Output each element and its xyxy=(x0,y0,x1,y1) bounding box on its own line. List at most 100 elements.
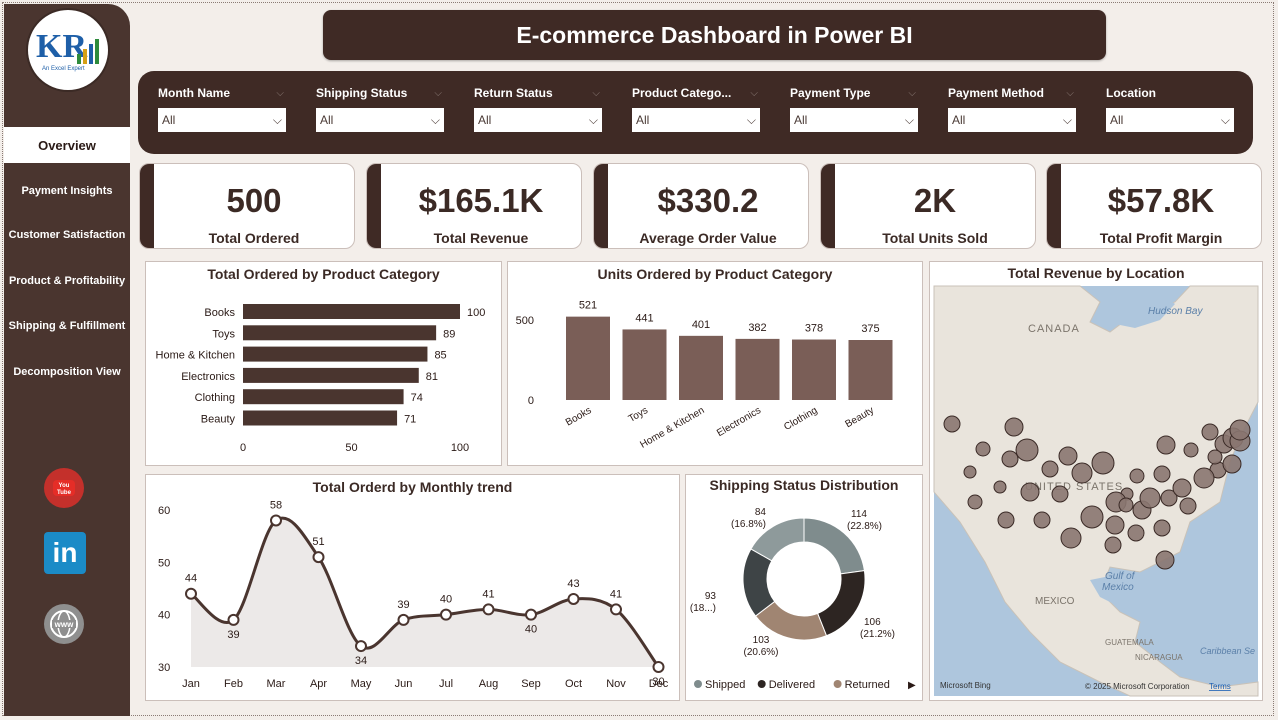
bar[interactable] xyxy=(622,329,667,400)
location-bubble[interactable] xyxy=(1222,454,1242,474)
map-visual[interactable]: Hudson Bay CANADA UNITED STATES Gulf of … xyxy=(930,262,1262,700)
location-bubble[interactable] xyxy=(1058,446,1078,466)
panel-revenue-by-location[interactable]: Total Revenue by Location Hudson Bay CAN… xyxy=(929,261,1263,701)
slice-value: 114 xyxy=(851,509,867,520)
bar[interactable] xyxy=(243,304,460,319)
bar[interactable] xyxy=(243,389,404,405)
bar[interactable] xyxy=(566,316,610,400)
line-point[interactable] xyxy=(397,613,410,626)
location-bubble[interactable] xyxy=(975,441,991,457)
location-bubble[interactable] xyxy=(1001,450,1019,468)
panel-units-by-category[interactable]: Units Ordered by Product Category 0 500 52… xyxy=(507,261,923,466)
location-bubble[interactable] xyxy=(1207,449,1223,465)
legend-next-button[interactable]: ▶ xyxy=(908,680,916,691)
donut-slice[interactable] xyxy=(816,570,866,637)
nav-product-profitability[interactable]: Product & Profitability xyxy=(8,275,126,287)
line-point[interactable] xyxy=(567,592,580,605)
location-dropdown[interactable]: All ⌵ xyxy=(1106,108,1234,132)
chevron-down-icon[interactable]: ⌵ xyxy=(276,88,284,99)
location-bubble[interactable] xyxy=(1020,482,1040,502)
line-point[interactable] xyxy=(482,603,495,616)
line-point[interactable] xyxy=(355,640,367,653)
location-bubble[interactable] xyxy=(1127,524,1145,542)
bar[interactable] xyxy=(243,410,398,426)
location-bubble[interactable] xyxy=(1080,505,1104,529)
panel-shipping-status[interactable]: Shipping Status Distribution 114 (22.8%) 1… xyxy=(685,474,923,701)
location-bubble[interactable] xyxy=(1172,478,1192,498)
nav-decomposition-view[interactable]: Decomposition View xyxy=(13,366,121,378)
bar[interactable] xyxy=(679,335,723,400)
chevron-down-icon: ⌵ xyxy=(272,112,282,127)
location-bubble[interactable] xyxy=(1153,465,1171,483)
line-point[interactable] xyxy=(652,661,665,673)
location-bubble[interactable] xyxy=(1129,468,1145,484)
payment-type-dropdown[interactable]: All ⌵ xyxy=(790,108,918,132)
location-bubble[interactable] xyxy=(1118,497,1134,513)
nav-shipping-fulfillment[interactable]: Shipping & Fulfillment xyxy=(8,320,126,332)
location-bubble[interactable] xyxy=(967,494,983,510)
location-bubble[interactable] xyxy=(1091,451,1115,475)
location-bubble[interactable] xyxy=(993,480,1007,494)
bar[interactable] xyxy=(243,346,428,362)
legend-marker xyxy=(833,680,842,688)
return-status-dropdown[interactable]: All ⌵ xyxy=(474,108,602,132)
location-bubble[interactable] xyxy=(943,415,961,433)
month-name-dropdown[interactable]: All ⌵ xyxy=(158,108,286,132)
bar[interactable] xyxy=(792,339,836,400)
location-bubble[interactable] xyxy=(1155,550,1175,570)
bar[interactable] xyxy=(735,338,780,400)
map-terms-link[interactable]: Terms xyxy=(1209,682,1231,691)
location-bubble[interactable] xyxy=(1015,438,1039,462)
line-point[interactable] xyxy=(185,587,197,600)
globe-icon[interactable]: www xyxy=(44,604,84,644)
line-point[interactable] xyxy=(270,514,282,527)
chevron-down-icon[interactable]: ⌵ xyxy=(908,88,916,99)
chevron-down-icon[interactable]: ⌵ xyxy=(750,88,758,99)
location-bubble[interactable] xyxy=(1193,467,1215,489)
line-point[interactable] xyxy=(227,613,240,626)
bar[interactable] xyxy=(848,340,893,400)
product-category-dropdown[interactable]: All ⌵ xyxy=(632,108,760,132)
chevron-down-icon[interactable]: ⌵ xyxy=(434,88,442,99)
line-point[interactable] xyxy=(312,551,325,564)
location-bubble[interactable] xyxy=(1183,442,1199,458)
location-bubble[interactable] xyxy=(1179,497,1197,515)
location-bubble[interactable] xyxy=(1201,423,1219,441)
nav-overview[interactable]: Overview xyxy=(4,127,130,163)
line-point[interactable] xyxy=(440,608,452,621)
location-bubble[interactable] xyxy=(963,465,977,479)
nav-customer-satisfaction[interactable]: Customer Satisfaction xyxy=(8,229,126,241)
nav-payment-insights[interactable]: Payment Insights xyxy=(21,185,113,197)
chevron-down-icon[interactable]: ⌵ xyxy=(592,88,600,99)
location-bubble[interactable] xyxy=(1060,527,1082,549)
payment-method-dropdown[interactable]: All ⌵ xyxy=(948,108,1076,132)
map-label-hudson-bay: Hudson Bay xyxy=(1148,306,1203,317)
location-bubble[interactable] xyxy=(1071,462,1093,484)
location-bubbles[interactable] xyxy=(943,415,1251,570)
location-bubble[interactable] xyxy=(1051,485,1069,503)
donut-slice[interactable] xyxy=(750,517,805,562)
line-point[interactable] xyxy=(525,608,537,621)
location-bubble[interactable] xyxy=(1041,460,1059,478)
location-bubble[interactable] xyxy=(997,511,1015,529)
line-point[interactable] xyxy=(610,603,622,616)
location-bubble[interactable] xyxy=(1139,487,1161,509)
location-bubble[interactable] xyxy=(1033,511,1051,529)
panel-ordered-by-category[interactable]: Total Ordered by Product Category Books 1… xyxy=(145,261,502,466)
bar[interactable] xyxy=(243,367,419,383)
location-bubble[interactable] xyxy=(1004,417,1024,437)
location-bubble[interactable] xyxy=(1156,435,1176,455)
location-bubble[interactable] xyxy=(1153,519,1171,537)
linkedin-icon[interactable]: in xyxy=(44,532,86,574)
location-bubble[interactable] xyxy=(1105,515,1125,535)
panel-monthly-trend[interactable]: Total Orderd by Monthly trend 30 40 50 60 44… xyxy=(145,474,680,701)
location-bubble[interactable] xyxy=(1160,489,1178,507)
svg-text:www: www xyxy=(54,620,74,629)
company-logo[interactable]: KR An Excel Expert xyxy=(28,10,108,90)
bar[interactable] xyxy=(243,325,437,341)
location-bubble[interactable] xyxy=(1229,419,1251,441)
youtube-icon[interactable]: You Tube xyxy=(44,468,84,508)
location-bubble[interactable] xyxy=(1104,536,1122,554)
shipping-status-dropdown[interactable]: All ⌵ xyxy=(316,108,444,132)
chevron-down-icon[interactable]: ⌵ xyxy=(1066,88,1074,99)
